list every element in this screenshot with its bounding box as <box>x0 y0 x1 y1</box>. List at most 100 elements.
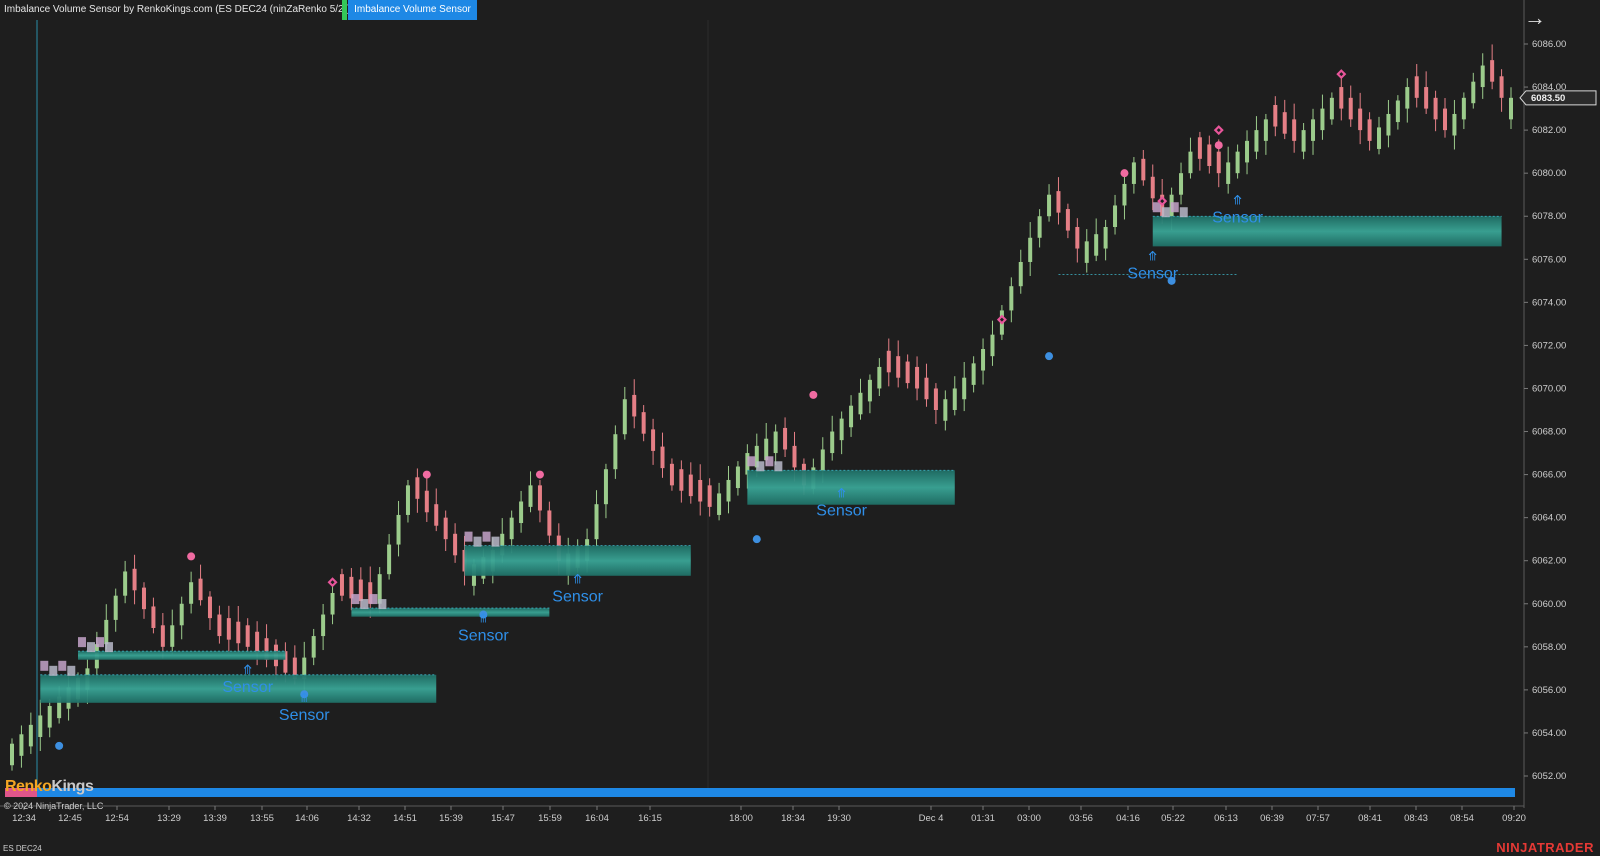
up-bar <box>123 560 128 604</box>
time-tick-label: 18:00 <box>729 813 753 824</box>
down-bar <box>1367 112 1372 151</box>
up-bar <box>1320 94 1325 140</box>
bar-body <box>594 504 599 540</box>
footprint-cell <box>67 665 76 676</box>
up-bar <box>1377 116 1382 155</box>
bar-body <box>292 657 297 680</box>
time-tick-label: 14:32 <box>347 813 371 824</box>
up-bar <box>622 386 627 440</box>
price-tick-label: 6080.00 <box>1532 168 1566 179</box>
down-bar <box>1443 98 1448 138</box>
bar-body <box>735 466 740 489</box>
footprint-cell <box>58 660 67 671</box>
footprint-cell <box>351 594 360 605</box>
up-bar <box>1103 219 1108 261</box>
bar-body <box>632 394 637 417</box>
up-bar <box>396 500 401 557</box>
bar-body <box>339 574 344 596</box>
bar-body <box>1471 81 1476 104</box>
bar-body <box>387 544 392 575</box>
bar-body <box>1150 176 1155 199</box>
down-bar <box>1414 64 1419 108</box>
bar-body <box>726 479 731 502</box>
up-bar <box>1301 123 1306 160</box>
sensor-arrow-icon: ⤊ <box>478 611 489 626</box>
signal-dot-top <box>187 552 196 561</box>
time-tick-label: 04:16 <box>1116 813 1140 824</box>
bar-body <box>151 606 156 628</box>
bar-body <box>528 485 533 507</box>
footprint-cell <box>104 642 113 653</box>
bar-body <box>1414 76 1419 98</box>
price-tick-label: 6082.00 <box>1532 125 1566 136</box>
bar-body <box>660 446 665 469</box>
price-tick-label: 6072.00 <box>1532 340 1566 351</box>
down-bar <box>217 605 222 644</box>
bar-body <box>943 399 948 421</box>
bar-body <box>764 438 769 461</box>
bar-body <box>830 431 835 454</box>
bar-body <box>47 706 52 728</box>
up-bar <box>47 698 52 738</box>
time-tick-label: 13:55 <box>250 813 274 824</box>
down-bar <box>1056 177 1061 225</box>
up-bar <box>726 465 731 514</box>
down-bar <box>688 462 693 504</box>
time-tick-label: 13:29 <box>157 813 181 824</box>
sensor-label: Sensor <box>1127 266 1178 283</box>
bottom-strip-marker <box>5 788 37 797</box>
down-bar <box>1273 96 1278 137</box>
signal-dot-top <box>1120 169 1129 178</box>
up-bar <box>849 395 854 437</box>
time-tick-label: 06:39 <box>1260 813 1284 824</box>
footprint-cell <box>747 456 756 467</box>
diamond-core <box>330 580 335 585</box>
bar-body <box>613 434 618 470</box>
up-bar <box>1009 277 1014 323</box>
down-bar <box>886 338 891 387</box>
bar-body <box>717 493 722 515</box>
up-bar <box>858 378 863 420</box>
price-tick-label: 6054.00 <box>1532 728 1566 739</box>
time-tick-label: 12:45 <box>58 813 82 824</box>
down-bar <box>1282 99 1287 140</box>
bar-body <box>1179 173 1184 195</box>
signal-dot-bottom <box>1167 276 1176 285</box>
bar-body <box>377 574 382 604</box>
bar-body <box>434 504 439 526</box>
up-bar <box>28 712 33 754</box>
bar-body <box>226 618 231 640</box>
up-bar <box>1480 53 1485 99</box>
bar-body <box>1047 194 1052 217</box>
up-bar <box>170 609 175 655</box>
footprint-cell <box>464 531 473 542</box>
arrow-right-icon[interactable]: → <box>1524 5 1546 30</box>
price-tick-label: 6060.00 <box>1532 599 1566 610</box>
bar-body <box>1065 209 1070 231</box>
down-bar <box>453 523 458 563</box>
sensor-arrow-icon: ⤊ <box>1147 250 1158 265</box>
down-bar <box>537 479 542 523</box>
bar-body <box>179 603 184 626</box>
down-bar <box>1075 218 1080 263</box>
down-bar <box>679 460 684 503</box>
up-bar <box>1254 116 1259 160</box>
bar-body <box>1377 127 1382 149</box>
price-tick-label: 6068.00 <box>1532 427 1566 438</box>
bar-body <box>915 366 920 389</box>
up-bar <box>179 596 184 640</box>
bar-body <box>368 582 373 604</box>
bar-body <box>1301 130 1306 152</box>
imbalance-zone <box>1152 216 1502 247</box>
down-bar <box>651 418 656 465</box>
indicator-toggle-button[interactable]: Imbalance Volume Sensor <box>348 0 477 20</box>
bar-body <box>1141 158 1146 181</box>
down-bar <box>424 478 429 522</box>
footprint-cell <box>49 665 58 676</box>
time-tick-label: 12:54 <box>105 813 129 824</box>
up-bar <box>1245 130 1250 175</box>
signal-dot-bottom <box>479 610 488 619</box>
up-bar <box>1037 209 1042 248</box>
bar-body <box>170 625 175 647</box>
